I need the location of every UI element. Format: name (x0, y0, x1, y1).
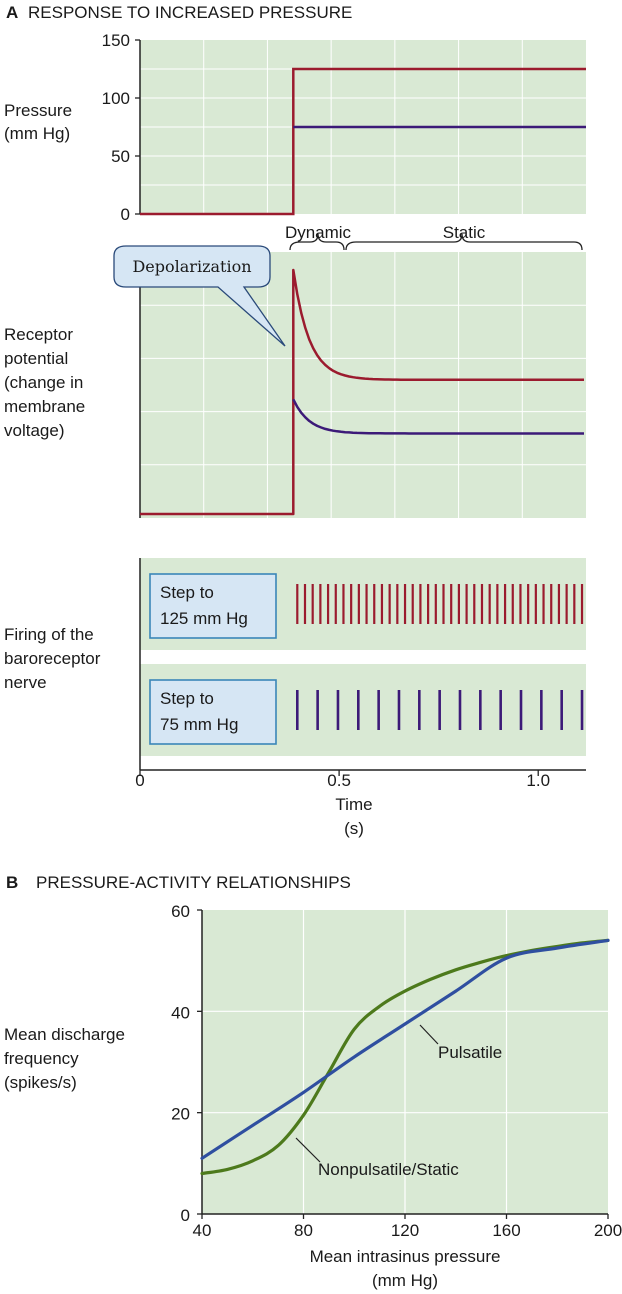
time-tick-label: 0 (135, 771, 144, 790)
time-label-line-1: Time (335, 795, 372, 814)
receptor-line-125 (140, 268, 584, 516)
pressure-tick-label: 0 (121, 205, 130, 224)
panel-a-letter: A (6, 3, 18, 22)
receptor-series (140, 268, 584, 516)
pa-x-tick-label: 120 (391, 1221, 419, 1240)
pa-ylabel-line-2: frequency (4, 1049, 79, 1068)
step-low-line-1: Step to (160, 689, 214, 708)
pressure-activity-chart: 0 20 40 60 40 80 120 160 200 Pulsatile Nonpulsat… (171, 902, 622, 1240)
panel-b-title: PRESSURE-ACTIVITY RELATIONSHIPS (36, 873, 351, 892)
pa-ticks: 0 20 40 60 40 80 120 160 200 (171, 902, 622, 1240)
pulsatile-leader (419, 1024, 439, 1045)
static-leader (295, 1137, 321, 1163)
pressure-line-125 (140, 67, 586, 216)
firing-label-line-3: nerve (4, 673, 47, 692)
pa-grid (202, 910, 608, 1214)
pa-x-tick-label: 200 (594, 1221, 622, 1240)
static-label: Static (443, 223, 486, 242)
pa-xlabel-line-2: (mm Hg) (372, 1271, 438, 1290)
dynamic-bracket (289, 233, 345, 251)
pa-y-tick-label: 0 (181, 1206, 190, 1225)
step-low-line-2: 75 mm Hg (160, 715, 238, 734)
pa-x-tick-label: 160 (492, 1221, 520, 1240)
spike-train-low (295, 690, 584, 730)
pressure-label-line-2: (mm Hg) (4, 124, 70, 143)
pa-series (200, 938, 610, 1176)
pressure-tick-label: 150 (102, 31, 130, 50)
receptor-chart (139, 252, 586, 518)
firing-label-line-1: Firing of the (4, 625, 94, 644)
pa-x-tick-label: 80 (294, 1221, 313, 1240)
receptor-label-line-2: potential (4, 349, 68, 368)
pa-ylabel-line-1: Mean discharge (4, 1025, 125, 1044)
callout-bubble (113, 245, 286, 347)
step-low-box (149, 679, 277, 745)
pa-y-tick-label: 60 (171, 902, 190, 921)
pressure-tick-label: 50 (111, 147, 130, 166)
depolarization-callout: Depolarization (113, 245, 286, 347)
panel-a-title: RESPONSE TO INCREASED PRESSURE (28, 3, 352, 22)
callout-text: Depolarization (132, 257, 251, 276)
spike-chart: 0 0.5 1.0 Step to 125 mm Hg Step to 75 mm … (135, 558, 586, 790)
time-ticks: 0 0.5 1.0 (135, 770, 550, 790)
pressure-y-ticks: 0 50 100 150 (102, 31, 140, 224)
pressure-chart: 0 50 100 150 (102, 31, 586, 224)
firing-label-line-2: baroreceptor (4, 649, 101, 668)
time-tick-label: 1.0 (526, 771, 550, 790)
pa-ylabel-line-3: (spikes/s) (4, 1073, 77, 1092)
pressure-label-line-1: Pressure (4, 101, 72, 120)
dynamic-label: Dynamic (285, 223, 352, 242)
receptor-grid (140, 252, 586, 518)
spike-train-high (296, 584, 584, 624)
step-high-box (149, 573, 277, 639)
static-label-b: Nonpulsatile/Static (318, 1160, 459, 1179)
receptor-label-line-3: (change in (4, 373, 83, 392)
receptor-plot-area (140, 252, 586, 518)
time-label-line-2: (s) (344, 819, 364, 838)
receptor-line-75 (292, 398, 584, 435)
pressure-series (140, 67, 586, 216)
time-tick-label: 0.5 (327, 771, 351, 790)
static-bracket (345, 233, 583, 251)
pulsatile-label: Pulsatile (438, 1043, 502, 1062)
pa-x-tick-label: 40 (193, 1221, 212, 1240)
pa-y-tick-label: 20 (171, 1105, 190, 1124)
step-high-line-1: Step to (160, 583, 214, 602)
pulsatile-line (200, 938, 610, 1160)
receptor-label-line-1: Receptor (4, 325, 73, 344)
step-high-line-2: 125 mm Hg (160, 609, 248, 628)
pa-xlabel-line-1: Mean intrasinus pressure (310, 1247, 501, 1266)
receptor-label-line-5: voltage) (4, 421, 64, 440)
panel-b-letter: B (6, 873, 18, 892)
pa-y-tick-label: 40 (171, 1003, 190, 1022)
pressure-tick-label: 100 (102, 89, 130, 108)
receptor-label-line-4: membrane (4, 397, 85, 416)
